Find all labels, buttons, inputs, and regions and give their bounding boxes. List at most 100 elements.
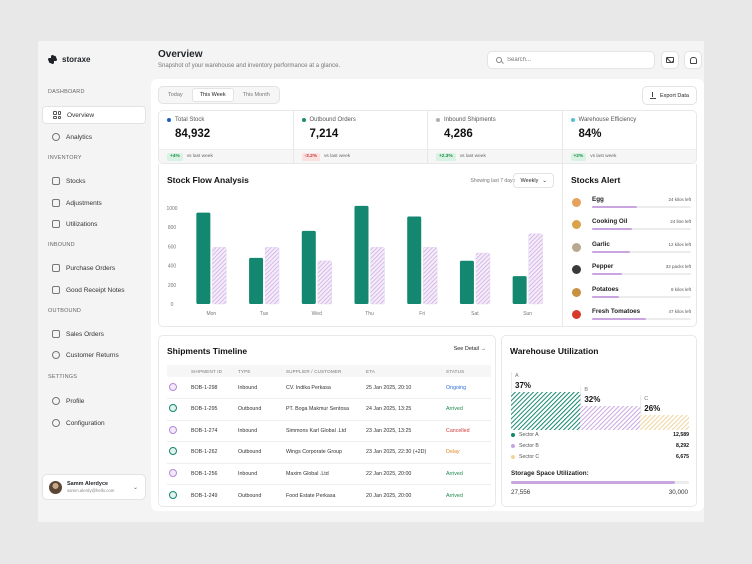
stock-alert-qty: 32 packs left — [665, 264, 691, 270]
stock-level-fill — [592, 318, 647, 320]
sidebar-item-purchase-orders[interactable]: Purchase Orders — [42, 259, 146, 277]
stock-level-fill — [592, 228, 632, 231]
garlic-icon — [572, 242, 581, 252]
column-header: ETA — [364, 365, 444, 377]
table-row[interactable]: BOB-1-274 Inbound Simmons Karl Global .Ltd… — [167, 420, 491, 442]
sidebar-item-stocks[interactable]: Stocks — [42, 172, 146, 190]
change-badge: +2.3% — [436, 152, 456, 161]
bar-series-1[interactable] — [301, 230, 316, 304]
sidebar-item-utilizations[interactable]: Utilizations — [42, 215, 146, 233]
sidebar-item-label: Stocks — [66, 177, 86, 185]
sidebar-item-customer-returns[interactable]: Customer Returns — [42, 346, 146, 364]
export-data-button[interactable]: Export Data — [641, 86, 697, 105]
shipment-eta: 25 Jan 2025, 20:10 — [364, 377, 444, 399]
user-email: samm.alerdy@hello.com — [67, 488, 115, 493]
change-note: vs last week — [186, 154, 213, 159]
stock-alert-item[interactable]: Cooking Oil 24 litre left — [572, 215, 691, 237]
bar-series-2[interactable] — [423, 247, 438, 305]
outbound-icon — [169, 490, 177, 499]
sidebar-item-label: Good Receipt Notes — [66, 286, 125, 294]
showing-range: Showing last 7 days — [470, 178, 515, 184]
shipment-eta: 23 Jan 2025, 13:25 — [364, 420, 444, 442]
bar-series-1[interactable] — [407, 216, 422, 304]
shipments-card: Shipments Timeline See Detail → SHIPMENT… — [158, 335, 496, 507]
sidebar-item-label: Customer Returns — [66, 351, 119, 359]
period-dropdown[interactable]: Weekly ⌄ — [513, 173, 554, 188]
table-row[interactable]: BOB-1-249 Outbound Food Estate Perkasa 20 J… — [167, 485, 491, 507]
tab-this-week[interactable]: This Week — [191, 88, 234, 102]
bar-series-2[interactable] — [317, 260, 332, 305]
bar-series-1[interactable] — [459, 260, 474, 304]
sales-icon — [52, 330, 60, 338]
search-icon — [496, 57, 502, 63]
inbound-icon — [169, 425, 177, 434]
notifications-button[interactable] — [684, 51, 702, 69]
table-row[interactable]: BOB-1-298 Inbound CV. Indika Perkasa 25 Jan… — [167, 377, 491, 399]
table-row[interactable]: BOB-1-295 Outbound PT. Boga Makmur Sentosa… — [167, 398, 491, 421]
sector-percent: 37% — [515, 381, 531, 390]
x-tick-label: Sat — [471, 311, 479, 317]
tab-today[interactable]: Today — [168, 92, 183, 98]
cube-icon — [52, 199, 60, 207]
tab-this-month[interactable]: This Month — [242, 92, 270, 98]
pie-icon — [52, 133, 60, 141]
shipment-party: Wings Corporate Group — [284, 441, 364, 464]
shipment-eta: 23 Jan 2025, 22:30 (+2D) — [364, 441, 444, 464]
sidebar-item-profile[interactable]: Profile — [42, 392, 146, 410]
mail-button[interactable] — [661, 51, 679, 69]
table-row[interactable]: BOB-1-262 Outbound Wings Corporate Group 23… — [167, 441, 491, 464]
sidebar-item-sales-orders[interactable]: Sales Orders — [42, 325, 146, 343]
sidebar-item-adjustments[interactable]: Adjustments — [42, 194, 146, 212]
sidebar-item-label: Analytics — [66, 133, 93, 141]
bar-series-2[interactable] — [264, 247, 280, 305]
search-input[interactable] — [507, 57, 637, 63]
legend-dot-icon — [511, 455, 515, 459]
bar-series-2[interactable] — [212, 247, 227, 305]
sector-letter: A — [515, 373, 519, 379]
stat-value: 4,286 — [444, 128, 473, 140]
utilization-bar-sector-b[interactable] — [580, 406, 641, 430]
avatar — [49, 480, 62, 494]
status-dot-icon — [436, 118, 440, 122]
sidebar-item-overview[interactable]: Overview — [42, 106, 146, 124]
legend-sector-a: Sector A 12,589 — [511, 432, 689, 438]
status-badge: Cancelled — [444, 420, 491, 442]
box-icon — [52, 177, 60, 185]
stock-alert-item[interactable]: Egg 24 kilos left — [572, 193, 691, 215]
utilization-bar-sector-c[interactable] — [640, 415, 689, 430]
table-row[interactable]: BOB-1-256 Inbound Maxim Global .Ltd 22 Jan … — [167, 463, 491, 485]
change-badge: +2% — [570, 152, 587, 161]
stock-level-track — [592, 318, 691, 320]
sidebar-item-configuration[interactable]: Configuration — [42, 414, 146, 432]
brand-logo[interactable]: storaxe — [48, 55, 90, 64]
search-bar[interactable] — [487, 51, 655, 69]
sidebar-item-analytics[interactable]: Analytics — [42, 128, 146, 146]
inbound-icon — [169, 468, 177, 477]
bar-series-2[interactable] — [475, 252, 491, 305]
see-detail-link[interactable]: See Detail → — [454, 346, 486, 352]
stock-alert-name: Fresh Tomatoes — [592, 308, 641, 315]
shipment-type: Outbound — [236, 398, 284, 421]
sidebar-item-good-receipt-notes[interactable]: Good Receipt Notes — [42, 281, 146, 299]
bar-series-1[interactable] — [249, 257, 264, 304]
stock-alert-name: Garlic — [592, 240, 610, 248]
storage-progress-track — [511, 481, 689, 484]
utilization-bar-sector-a[interactable] — [511, 392, 581, 430]
bar-series-2[interactable] — [528, 233, 543, 305]
bar-series-1[interactable] — [196, 212, 211, 304]
status-badge: Ongoing — [444, 377, 491, 399]
stock-level-fill — [592, 206, 637, 208]
stock-alert-item[interactable]: Potatoes 8 kilos left — [572, 283, 691, 305]
bar-series-1[interactable] — [354, 205, 369, 304]
stock-alert-item[interactable]: Fresh Tomatoes 47 kilos left — [572, 305, 691, 327]
user-profile-menu[interactable]: Samm Alerdyce samm.alerdy@hello.com ⌄ — [42, 474, 146, 500]
sector-letter: C — [644, 396, 648, 402]
stock-alert-item[interactable]: Garlic 12 kilos left — [572, 238, 691, 260]
bar-series-2[interactable] — [370, 247, 385, 305]
bell-icon — [689, 56, 697, 64]
bar-series-1[interactable] — [512, 276, 527, 304]
stat-inbound-shipments: Inbound Shipments 4,286 +2.3% vs last wee… — [428, 111, 563, 163]
stock-alert-item[interactable]: Pepper 32 packs left — [572, 260, 691, 282]
shipment-type: Inbound — [236, 377, 284, 399]
sidebar-item-label: Configuration — [66, 419, 105, 427]
